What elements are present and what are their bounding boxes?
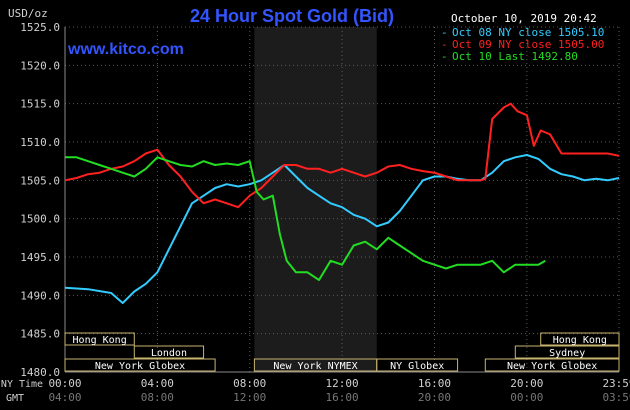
legend-entry: Oct 10 Last 1492.80 (452, 50, 578, 63)
y-tick-label: 1500.0 (20, 213, 60, 226)
x-tick-label-ny: 12:00 (326, 377, 359, 390)
y-tick-label: 1505.0 (20, 174, 60, 187)
session-label: NY Globex (390, 361, 444, 372)
website-label: www.kitco.com (67, 41, 184, 58)
legend-marker: - (441, 26, 448, 39)
session-box (540, 332, 620, 346)
plot-area: 1525.0 1520.0 1515.0 1510.0 1505.0 1500.0 1495… (20, 21, 630, 404)
session-box (64, 332, 135, 346)
x-tick-label-ny: 20:00 (510, 377, 543, 390)
y-tick-label: 1510.0 (20, 136, 60, 149)
x-tick-label-ny: 04:00 (141, 377, 174, 390)
session-label: Hong Kong (73, 335, 127, 346)
x-tick-label-ny: 08:00 (233, 377, 266, 390)
x-tick-label-ny: 16:00 (418, 377, 451, 390)
session-label: London (151, 348, 187, 359)
session-label: New York Globex (507, 361, 597, 372)
legend: - Oct 08 NY close 1505.10- Oct 09 NY close… (441, 26, 604, 63)
session-label: Hong Kong (553, 335, 607, 346)
session-box (484, 358, 620, 372)
x-tick-label-gmt: 03:59 (602, 391, 630, 404)
legend-marker: - (441, 50, 448, 63)
session-label: Sydney (549, 348, 585, 359)
legend-entry: Oct 08 NY close 1505.10 (452, 26, 604, 39)
y-tick-label: 1515.0 (20, 98, 60, 111)
x-tick-label-ny: 23:59 (602, 377, 630, 390)
legend-marker: - (441, 38, 448, 51)
x-tick-label-gmt: 12:00 (233, 391, 266, 404)
x-tick-label-ny: 00:00 (48, 377, 81, 390)
session-box (514, 345, 620, 359)
chart-title: 24 Hour Spot Gold (Bid) (190, 6, 394, 26)
units-label: USD/oz (8, 7, 48, 20)
y-tick-label: 1495.0 (20, 251, 60, 264)
session-box (64, 358, 216, 372)
x-tick-label-gmt: 20:00 (418, 391, 451, 404)
session-box (376, 358, 459, 372)
session-label: New York Globex (95, 361, 185, 372)
market-hours-shading (254, 27, 377, 372)
chart-timestamp: October 10, 2019 20:42 (451, 12, 597, 25)
x-tick-label-gmt: 04:00 (48, 391, 81, 404)
legend-entry: Oct 09 NY close 1505.00 (452, 38, 604, 51)
x-axis-label-gmt: GMT (6, 393, 24, 404)
y-tick-label: 1480.0 (20, 366, 60, 379)
series-line-oct-09 (64, 102, 620, 209)
y-tick-label: 1520.0 (20, 59, 60, 72)
series-line-oct-08 (64, 154, 620, 304)
x-axis-label-ny: NY Time (1, 379, 43, 390)
session-label: New York NYMEX (273, 361, 357, 372)
y-tick-label: 1490.0 (20, 289, 60, 302)
x-tick-label-gmt: 08:00 (141, 391, 174, 404)
y-tick-label: 1485.0 (20, 328, 60, 341)
series-line-oct-10 (65, 156, 546, 281)
x-tick-label-gmt: 16:00 (326, 391, 359, 404)
session-box (133, 345, 205, 359)
y-tick-label: 1525.0 (20, 21, 60, 34)
x-tick-label-gmt: 00:00 (510, 391, 543, 404)
